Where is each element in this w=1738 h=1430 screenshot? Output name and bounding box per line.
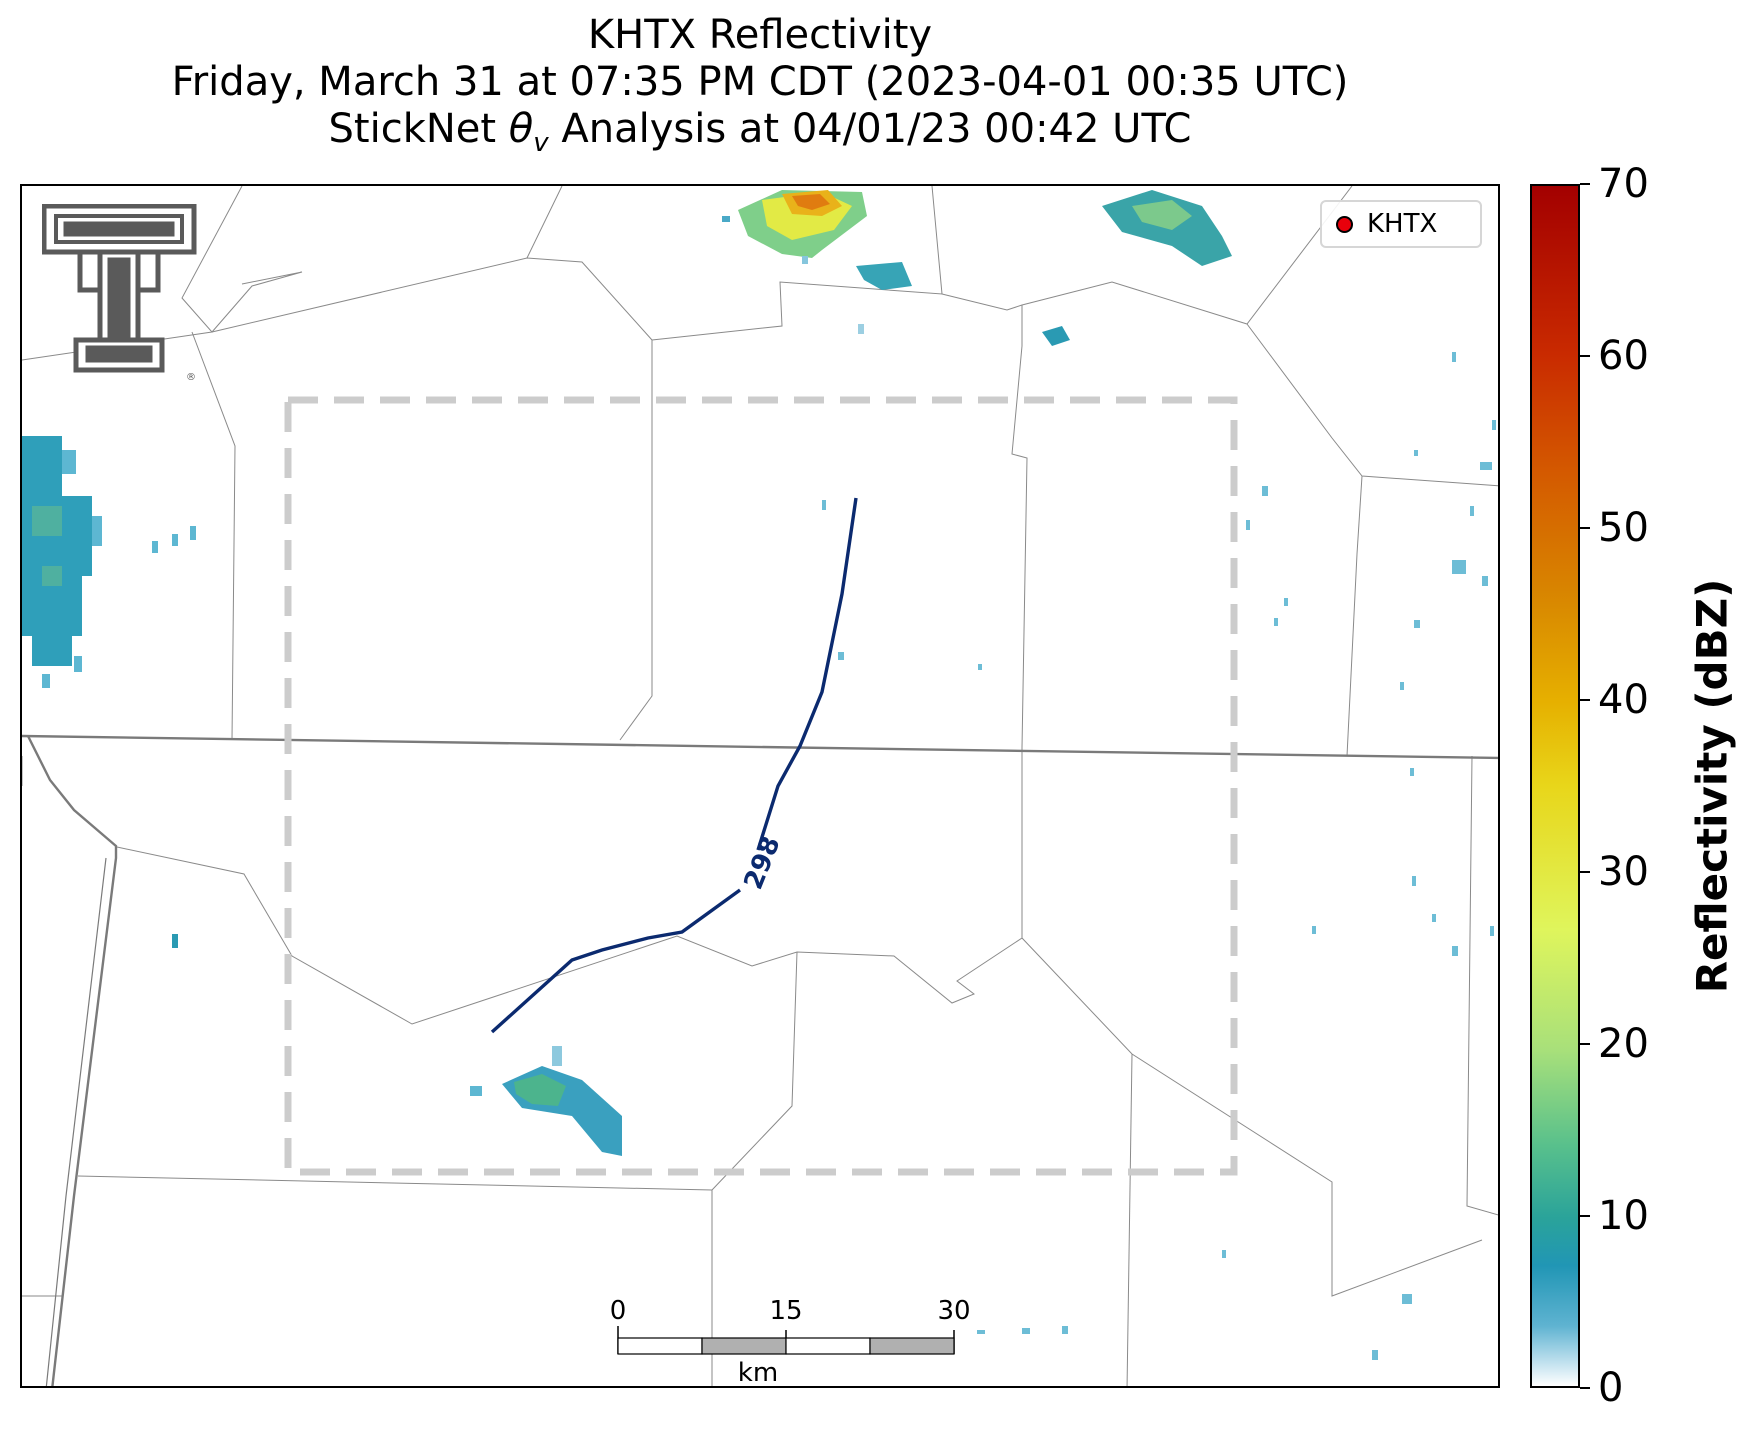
colorbar-tick-mark (1580, 871, 1590, 873)
colorbar-tick-label: 50 (1598, 505, 1649, 551)
title-line-2: Friday, March 31 at 07:35 PM CDT (2023-0… (171, 59, 1349, 105)
colorbar-tick-mark (1580, 1215, 1590, 1217)
colorbar-tick-label: 0 (1598, 1365, 1624, 1411)
colorbar-title: Reflectivity (dBZ) (1687, 578, 1737, 994)
texas-tech-logo: ® (42, 204, 197, 382)
radar-site-marker-icon (1336, 215, 1353, 233)
map-canvas: 298 (22, 186, 1498, 1386)
svg-text:®: ® (186, 372, 196, 382)
scale-bar: 0 15 30 km (592, 1296, 972, 1386)
colorbar-tick-mark (1580, 183, 1590, 185)
colorbar-tick-mark (1580, 355, 1590, 357)
colorbar-tick-label: 70 (1598, 161, 1649, 207)
contour-line-298 (756, 497, 858, 851)
scale-tick-0: 0 (609, 1296, 627, 1326)
title-line-3: StickNet θv Analysis at 04/01/23 00:42 U… (328, 106, 1192, 158)
colorbar-tick-label: 40 (1598, 677, 1649, 723)
contour-label: 298 (739, 832, 787, 894)
colorbar-tick-mark (1580, 1043, 1590, 1045)
colorbar (1530, 184, 1580, 1388)
colorbar-tick-label: 30 (1598, 849, 1649, 895)
colorbar-tick-mark (1580, 699, 1590, 701)
map-title: KHTX Reflectivity Friday, March 31 at 07… (0, 12, 1520, 167)
scale-tick-15: 15 (769, 1296, 803, 1326)
county-boundaries (22, 186, 1498, 1386)
state-boundaries (22, 734, 1498, 1386)
scale-tick-30: 30 (937, 1296, 971, 1326)
legend-label: KHTX (1367, 209, 1438, 239)
map-panel: 298 KHTX ® 0 15 30 (20, 184, 1500, 1388)
map-legend: KHTX (1320, 200, 1482, 248)
title-line-1: KHTX Reflectivity (587, 12, 933, 58)
colorbar-tick-label: 10 (1598, 1193, 1649, 1239)
colorbar-tick-label: 60 (1598, 333, 1649, 379)
scale-unit: km (737, 1358, 779, 1388)
colorbar-tick-mark (1580, 1387, 1590, 1389)
colorbar-tick-mark (1580, 527, 1590, 529)
analysis-domain-box (284, 396, 1238, 1176)
reflectivity-echoes (22, 190, 1496, 1360)
scale-bar-segments (617, 1326, 955, 1355)
colorbar-tick-label: 20 (1598, 1021, 1649, 1067)
